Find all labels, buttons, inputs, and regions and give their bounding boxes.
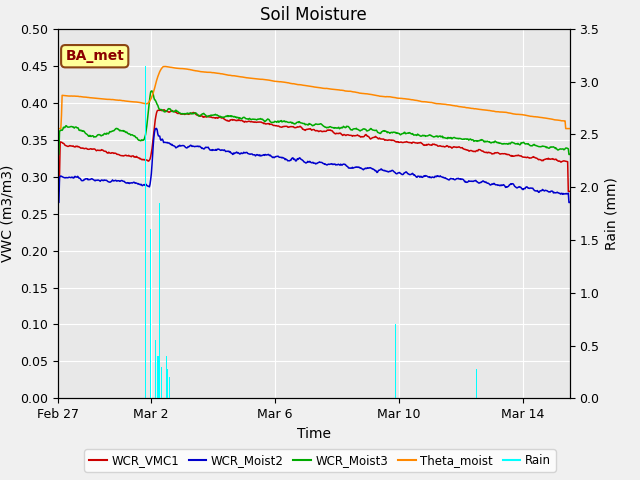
Bar	[169, 377, 170, 398]
Bar	[150, 229, 151, 398]
Legend: WCR_VMC1, WCR_Moist2, WCR_Moist3, Theta_moist, Rain: WCR_VMC1, WCR_Moist2, WCR_Moist3, Theta_…	[84, 449, 556, 472]
Bar	[145, 66, 146, 398]
Bar	[167, 369, 168, 398]
Title: Soil Moisture: Soil Moisture	[260, 6, 367, 24]
X-axis label: Time: Time	[296, 427, 331, 441]
Y-axis label: Rain (mm): Rain (mm)	[605, 177, 619, 250]
Text: BA_met: BA_met	[65, 49, 124, 63]
Bar	[159, 203, 160, 398]
Bar	[155, 340, 156, 398]
Bar	[158, 356, 159, 398]
Bar	[161, 367, 162, 398]
Y-axis label: VWC (m3/m3): VWC (m3/m3)	[1, 165, 14, 262]
Bar	[476, 369, 477, 398]
